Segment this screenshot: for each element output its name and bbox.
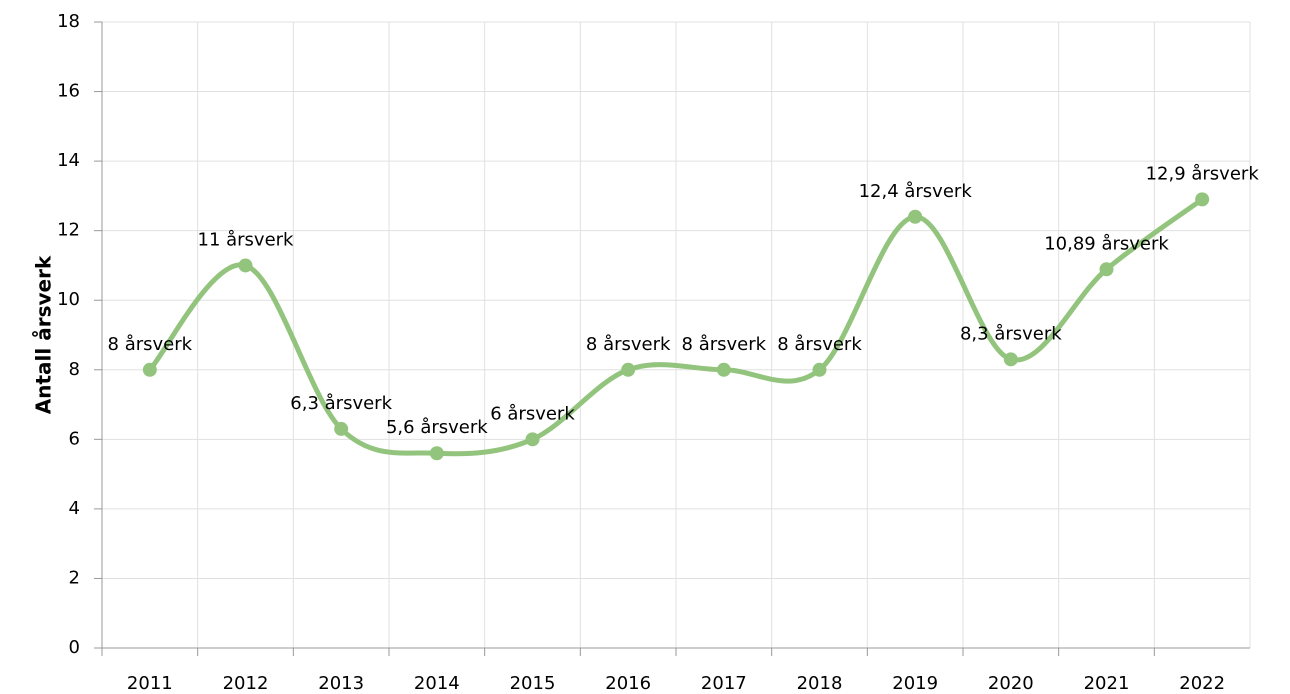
data-label: 5,6 årsverk (386, 417, 488, 438)
point (812, 362, 827, 377)
y-tick-label: 16 (57, 81, 80, 102)
data-label: 8 årsverk (682, 334, 767, 355)
x-tick-label: 2019 (892, 673, 938, 694)
y-tick-label: 18 (57, 11, 80, 32)
data-label: 10,89 årsverk (1044, 233, 1169, 254)
point (1195, 192, 1210, 207)
point (238, 258, 253, 273)
y-tick-label: 10 (57, 289, 80, 310)
x-tick-label: 2012 (223, 673, 269, 694)
point (1003, 352, 1018, 367)
x-tick-label: 2017 (701, 673, 747, 694)
y-tick-label: 0 (69, 637, 80, 658)
x-tick-label: 2016 (605, 673, 651, 694)
x-tick-label: 2013 (318, 673, 364, 694)
data-label: 8 årsverk (777, 334, 862, 355)
point (1099, 262, 1114, 277)
x-tick-label: 2011 (127, 673, 173, 694)
point (621, 362, 636, 377)
x-tick-label: 2021 (1084, 673, 1130, 694)
point (716, 362, 731, 377)
x-tick-label: 2020 (988, 673, 1034, 694)
x-tick-label: 2014 (414, 673, 460, 694)
point (142, 362, 157, 377)
point (429, 446, 444, 461)
data-label: 8 årsverk (586, 334, 671, 355)
data-label: 8 årsverk (108, 334, 193, 355)
data-label: 6,3 årsverk (290, 393, 392, 414)
x-tick-label: 2022 (1179, 673, 1225, 694)
point (525, 432, 540, 447)
y-tick-label: 12 (57, 220, 80, 241)
y-tick-label: 6 (69, 428, 80, 449)
y-tick-label: 2 (69, 567, 80, 588)
x-tick-label: 2018 (797, 673, 843, 694)
data-label: 12,9 årsverk (1146, 163, 1260, 184)
y-tick-label: 4 (69, 498, 80, 519)
y-axis-label: Antall årsverk (32, 255, 56, 414)
y-tick-label: 14 (57, 150, 80, 171)
x-tick-label: 2015 (510, 673, 556, 694)
data-label: 12,4 årsverk (859, 181, 973, 202)
point (908, 209, 923, 224)
data-label: 11 årsverk (198, 229, 295, 250)
data-label: 6 årsverk (490, 403, 575, 424)
data-label: 8,3 årsverk (960, 323, 1062, 344)
point (334, 421, 349, 436)
y-tick-label: 8 (69, 359, 80, 380)
